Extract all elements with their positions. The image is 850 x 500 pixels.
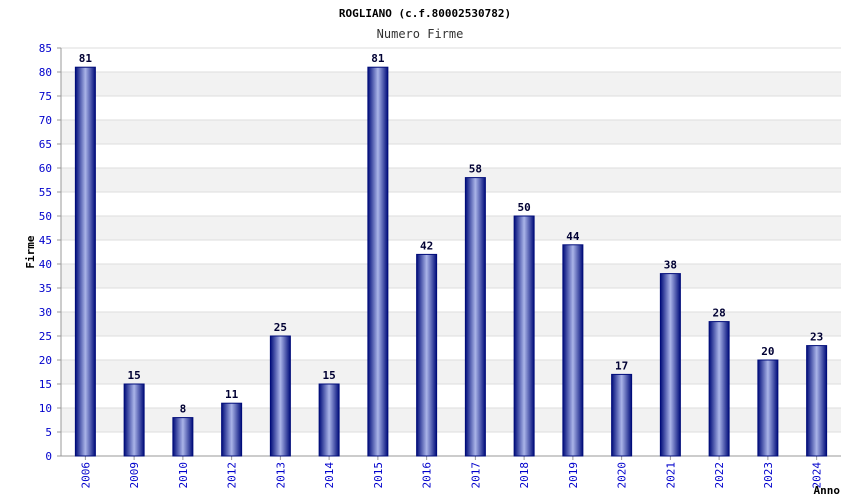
x-tick-label: 2012 <box>226 462 239 489</box>
data-labels: 81 15 8 11 25 15 81 42 58 50 44 17 38 28 20 23 <box>79 52 824 415</box>
x-tick-label: 2016 <box>421 462 434 489</box>
x-tick-label: 2019 <box>567 462 580 489</box>
y-tick-label: 0 <box>45 450 52 463</box>
grid-band <box>61 168 841 192</box>
x-tick-label: 2022 <box>713 462 726 489</box>
data-label: 20 <box>761 345 774 358</box>
bar <box>367 66 389 457</box>
bar <box>513 215 535 457</box>
x-tick-label: 2021 <box>664 462 677 489</box>
y-tick-label: 25 <box>39 330 52 343</box>
bar <box>659 273 681 457</box>
y-tick-label: 20 <box>39 354 52 367</box>
x-tick-label: 2015 <box>372 462 385 489</box>
data-label: 81 <box>79 52 93 65</box>
y-tick-label: 30 <box>39 306 52 319</box>
y-tick-label: 10 <box>39 402 52 415</box>
data-label: 38 <box>664 259 677 272</box>
y-tick-label: 80 <box>39 66 52 79</box>
data-label: 58 <box>469 163 482 176</box>
data-label: 25 <box>274 321 287 334</box>
y-tick-label: 75 <box>39 90 52 103</box>
bar <box>708 321 730 457</box>
y-tick-labels: 0 5 10 15 20 25 30 35 40 45 50 55 60 65 70 75 80 85 <box>39 42 52 463</box>
x-tick-label: 2013 <box>274 462 287 489</box>
x-tick-label: 2010 <box>177 462 190 489</box>
data-label: 81 <box>371 52 385 65</box>
grid-band <box>61 216 841 240</box>
bar <box>806 345 828 457</box>
data-label: 23 <box>810 331 823 344</box>
y-tick-label: 85 <box>39 42 52 55</box>
bar <box>123 383 145 457</box>
x-tick-label: 2014 <box>323 462 336 489</box>
y-tick-label: 60 <box>39 162 52 175</box>
x-tick-label: 2024 <box>811 462 824 489</box>
data-label: 11 <box>225 388 239 401</box>
y-axis-label: Firme <box>24 235 37 268</box>
chart-subtitle: Numero Firme <box>377 27 464 41</box>
data-label: 50 <box>518 201 531 214</box>
grid-band <box>61 264 841 288</box>
bar <box>172 417 194 457</box>
x-tick-labels: 2006 2009 2010 2012 2013 2014 2015 2016 2017 2018… <box>79 462 823 489</box>
data-label: 44 <box>566 230 580 243</box>
x-tick-label: 2020 <box>616 462 629 489</box>
bar <box>757 359 779 457</box>
x-tick-label: 2023 <box>762 462 775 489</box>
bar <box>464 177 486 457</box>
bar <box>416 253 438 457</box>
bar <box>221 402 243 457</box>
y-tick-label: 5 <box>45 426 52 439</box>
bar <box>611 373 633 457</box>
x-tick-label: 2006 <box>79 462 92 489</box>
y-tick-label: 50 <box>39 210 52 223</box>
x-axis-label: Anno <box>814 484 841 497</box>
data-label: 42 <box>420 239 433 252</box>
y-tick-label: 70 <box>39 114 52 127</box>
y-tick-label: 35 <box>39 282 52 295</box>
y-tick-label: 40 <box>39 258 52 271</box>
y-tick-label: 15 <box>39 378 52 391</box>
data-label: 28 <box>713 307 726 320</box>
x-tick-label: 2017 <box>469 462 482 489</box>
data-label: 15 <box>128 369 141 382</box>
data-label: 8 <box>180 403 187 416</box>
bar <box>318 383 340 457</box>
grid-band <box>61 120 841 144</box>
grid-band <box>61 72 841 96</box>
y-tick-label: 55 <box>39 186 52 199</box>
bar <box>74 66 96 457</box>
x-tick-label: 2018 <box>518 462 531 489</box>
bar <box>269 335 291 457</box>
data-label: 17 <box>615 359 628 372</box>
bar <box>562 244 584 457</box>
chart-title: ROGLIANO (c.f.80002530782) <box>339 7 511 20</box>
y-tick-label: 45 <box>39 234 52 247</box>
x-tick-label: 2009 <box>128 462 141 489</box>
bars <box>74 66 828 457</box>
data-label: 15 <box>323 369 336 382</box>
y-tick-label: 65 <box>39 138 52 151</box>
